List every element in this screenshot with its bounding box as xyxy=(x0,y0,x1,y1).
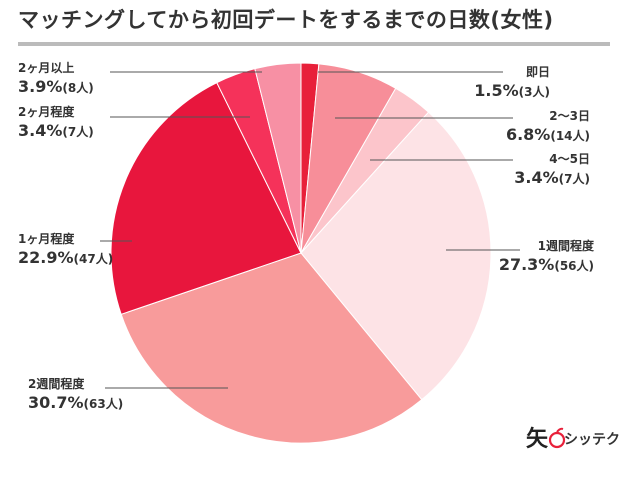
chart-title: マッチングしてから初回デートをするまでの日数(女性) xyxy=(18,8,554,32)
slice-label: 2ヶ月以上 xyxy=(18,60,74,75)
pie-slice xyxy=(120,252,423,444)
slice-count: (8人) xyxy=(62,80,93,95)
slice-count: (56人) xyxy=(554,258,594,273)
slice-label: 2ヶ月程度 xyxy=(18,104,75,119)
slice-count: (63人) xyxy=(84,396,124,411)
slice-value: 3.4%(7人) xyxy=(514,168,590,187)
pie-slice xyxy=(110,82,302,315)
slice-label: 4〜5日 xyxy=(549,152,590,166)
slice-label: 1週間程度 xyxy=(538,238,595,253)
brand-text: シッテク xyxy=(564,432,620,448)
pie-slice xyxy=(300,111,492,401)
slice-percent: 3.4% xyxy=(514,168,558,187)
slice-label: 1ヶ月程度 xyxy=(18,231,75,246)
slice-count: (7人) xyxy=(559,171,590,186)
slice-value: 3.9%(8人) xyxy=(18,77,94,96)
slice-percent: 1.5% xyxy=(474,81,518,100)
slice-value: 6.8%(14人) xyxy=(506,125,590,144)
title-underline xyxy=(18,42,610,46)
slice-labels: 即日1.5%(3人)2〜3日6.8%(14人)4〜5日3.4%(7人)1週間程度… xyxy=(18,60,595,412)
slice-percent: 6.8% xyxy=(506,125,550,144)
brand-logo-char: 矢 xyxy=(526,426,549,452)
slice-value: 27.3%(56人) xyxy=(499,255,594,274)
slice-value: 22.9%(47人) xyxy=(18,248,113,267)
slice-percent: 3.9% xyxy=(18,77,62,96)
slice-count: (47人) xyxy=(74,251,114,266)
slice-count: (3人) xyxy=(519,84,550,99)
slice-value: 30.7%(63人) xyxy=(28,393,123,412)
slice-percent: 22.9% xyxy=(18,248,74,267)
slice-value: 3.4%(7人) xyxy=(18,121,94,140)
slice-value: 1.5%(3人) xyxy=(474,81,550,100)
pie-slice xyxy=(254,62,302,254)
slice-label: 2〜3日 xyxy=(549,109,590,123)
slice-percent: 30.7% xyxy=(28,393,84,412)
leader-lines xyxy=(100,71,520,389)
slice-percent: 3.4% xyxy=(18,121,62,140)
slice-percent: 27.3% xyxy=(499,255,555,274)
slice-label: 即日 xyxy=(526,65,550,79)
brand-logo: 矢 xyxy=(520,420,630,456)
slice-label: 2週間程度 xyxy=(28,376,85,391)
pie-slices xyxy=(110,62,492,444)
apple-icon xyxy=(548,427,566,449)
slice-count: (7人) xyxy=(62,124,93,139)
slice-count: (14人) xyxy=(550,128,590,143)
